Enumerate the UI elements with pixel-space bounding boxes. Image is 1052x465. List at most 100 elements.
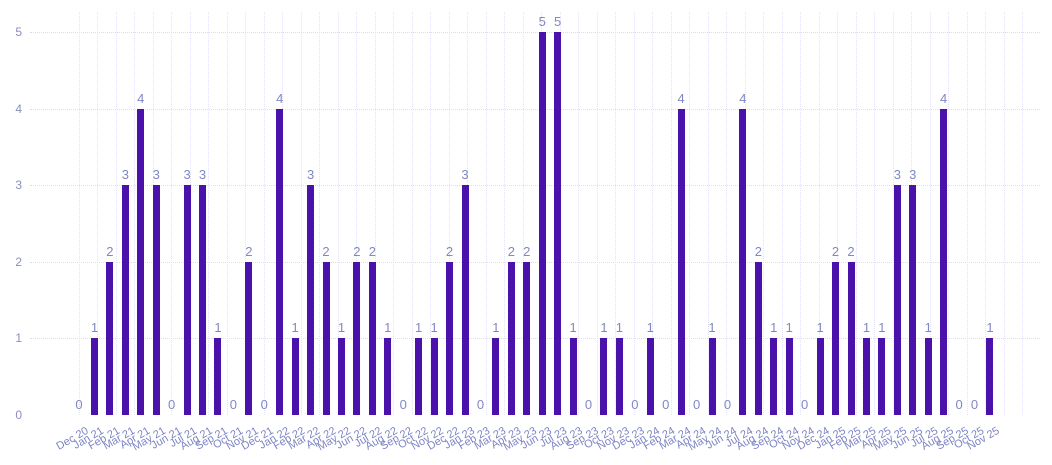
- bar[interactable]: [615, 338, 623, 415]
- gridline-vertical: [97, 12, 98, 415]
- bar-value-label: 1: [337, 320, 346, 336]
- bar-value-label: 0: [723, 397, 732, 412]
- bar[interactable]: [307, 185, 315, 415]
- gridline-horizontal: [30, 32, 1040, 33]
- bar[interactable]: [322, 261, 330, 415]
- bar[interactable]: [121, 185, 129, 415]
- bar[interactable]: [245, 261, 253, 415]
- gridline-vertical: [356, 12, 357, 415]
- bar[interactable]: [507, 261, 515, 415]
- bar-value-label: 1: [862, 320, 871, 336]
- bar[interactable]: [986, 338, 994, 415]
- bar[interactable]: [137, 108, 145, 415]
- bar[interactable]: [430, 338, 438, 415]
- bar[interactable]: [754, 261, 762, 415]
- gridline-vertical: [522, 12, 524, 415]
- bar[interactable]: [646, 338, 654, 415]
- bar[interactable]: [940, 108, 948, 415]
- gridline-vertical: [837, 12, 838, 415]
- bar[interactable]: [446, 261, 454, 415]
- bar[interactable]: [384, 338, 392, 415]
- bar[interactable]: [415, 338, 423, 415]
- bar-value-label: 5: [538, 14, 546, 29]
- bar[interactable]: [909, 185, 917, 415]
- bar-value-label: 2: [322, 243, 330, 259]
- gridline-vertical: [726, 12, 727, 415]
- gridline-vertical: [781, 12, 783, 415]
- y-axis-tick-label: 2: [15, 254, 22, 269]
- bar[interactable]: [708, 338, 716, 415]
- gridline-vertical: [245, 12, 246, 415]
- bar[interactable]: [924, 338, 932, 415]
- gridline-vertical: [430, 12, 431, 415]
- bar-value-label: 1: [90, 320, 99, 336]
- bar[interactable]: [569, 338, 577, 415]
- bar[interactable]: [368, 261, 376, 415]
- bar-value-label: 0: [260, 397, 268, 412]
- bar[interactable]: [492, 338, 500, 415]
- bar-value-label: 4: [677, 90, 685, 106]
- bar[interactable]: [461, 185, 469, 415]
- bar[interactable]: [862, 338, 870, 415]
- bar[interactable]: [893, 185, 901, 415]
- bar[interactable]: [523, 261, 531, 415]
- bar[interactable]: [785, 338, 793, 415]
- bar-value-label: 1: [492, 320, 500, 336]
- bar[interactable]: [276, 108, 284, 415]
- bar[interactable]: [337, 338, 345, 415]
- bar-value-label: 0: [692, 397, 701, 412]
- bar[interactable]: [847, 261, 855, 415]
- gridline-vertical: [670, 12, 672, 415]
- bar[interactable]: [878, 338, 886, 415]
- bar[interactable]: [554, 32, 562, 415]
- gridline-vertical: [855, 12, 857, 415]
- bar-value-label: 0: [75, 397, 83, 412]
- y-axis-tick-label: 0: [15, 408, 22, 422]
- bar-value-label: 2: [847, 243, 855, 259]
- bar[interactable]: [183, 185, 191, 415]
- bar[interactable]: [214, 338, 222, 415]
- bar-value-label: 1: [600, 320, 608, 336]
- gridline-vertical: [300, 12, 302, 415]
- bar[interactable]: [816, 338, 824, 415]
- bar-value-label: 0: [662, 397, 670, 412]
- bar[interactable]: [90, 338, 98, 415]
- bar-value-label: 4: [940, 90, 948, 106]
- bar[interactable]: [677, 108, 685, 415]
- gridline-vertical: [652, 12, 653, 415]
- bar[interactable]: [353, 261, 361, 415]
- bar[interactable]: [600, 338, 608, 415]
- bar[interactable]: [832, 261, 840, 415]
- gridline-vertical: [319, 12, 320, 415]
- bar-value-label: 3: [121, 167, 129, 183]
- gridline-vertical: [948, 12, 949, 415]
- bar-value-label: 1: [384, 320, 392, 336]
- gridline-vertical: [393, 12, 394, 415]
- gridline-vertical: [208, 12, 209, 415]
- bar-value-label: 1: [646, 320, 654, 336]
- bar[interactable]: [739, 108, 747, 415]
- bar[interactable]: [770, 338, 778, 415]
- bar-value-label: 2: [445, 243, 454, 259]
- bar-value-label: 1: [615, 320, 623, 336]
- bar-value-label: 2: [831, 243, 840, 259]
- bar-value-label: 0: [801, 397, 809, 412]
- bar[interactable]: [106, 261, 114, 415]
- bar[interactable]: [152, 185, 160, 415]
- bar-value-label: 2: [368, 243, 376, 259]
- bar-value-label: 0: [631, 397, 639, 412]
- gridline-vertical: [226, 12, 228, 415]
- gridline-vertical: [411, 12, 413, 415]
- gridline-vertical: [1003, 12, 1005, 415]
- bar[interactable]: [291, 338, 299, 415]
- bar[interactable]: [199, 185, 207, 415]
- bar[interactable]: [538, 32, 546, 415]
- gridline-vertical: [171, 12, 172, 415]
- bar-value-label: 1: [415, 320, 423, 336]
- gridline-vertical: [374, 12, 376, 415]
- gridline-vertical: [115, 12, 117, 415]
- bar-value-label: 3: [306, 167, 315, 183]
- bar-value-label: 0: [229, 397, 237, 412]
- y-axis-tick-label: 5: [15, 25, 22, 39]
- gridline-vertical: [337, 12, 339, 415]
